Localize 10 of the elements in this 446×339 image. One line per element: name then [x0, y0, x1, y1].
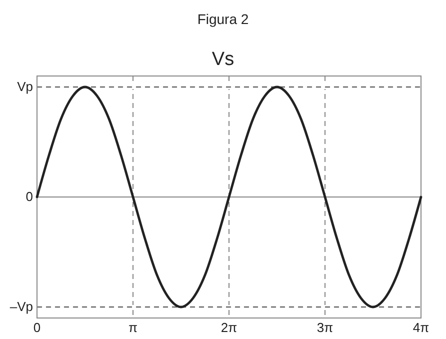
x-tick-label: 3π — [316, 320, 334, 335]
chart-title: Figura 2 — [197, 11, 249, 27]
x-tick-label: 0 — [33, 320, 41, 335]
chart-subtitle: Vs — [212, 49, 234, 70]
x-tick-label: π — [128, 320, 138, 335]
x-tick-label: 4π — [412, 320, 430, 335]
ref-line-label: Vp — [17, 79, 33, 94]
ref-line-label: –Vp — [10, 299, 33, 314]
ref-line-label: 0 — [26, 189, 33, 204]
x-tick-label: 2π — [220, 320, 238, 335]
